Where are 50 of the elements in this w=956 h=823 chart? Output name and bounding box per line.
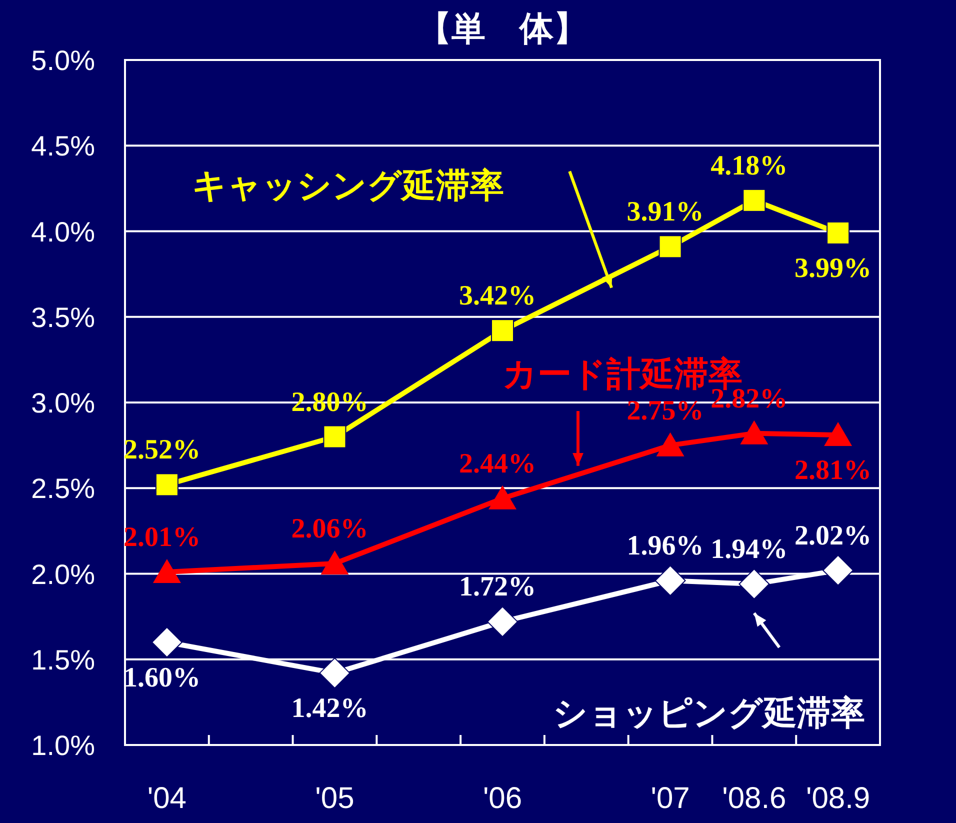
x-tick-label: '07 [650, 782, 690, 815]
point [822, 554, 854, 586]
point [491, 319, 514, 342]
point [320, 550, 349, 574]
point [319, 658, 350, 689]
x-tick-label: '04 [147, 782, 186, 815]
y-tick-label: 1.0% [31, 730, 95, 761]
point [654, 565, 686, 596]
data-label: 2.44% [459, 448, 536, 480]
point [826, 221, 850, 244]
point [487, 606, 518, 638]
data-label: 1.42% [291, 693, 368, 724]
data-label: 2.02% [794, 520, 872, 552]
data-label: 1.60% [123, 662, 200, 694]
y-tick-label: 2.0% [31, 558, 95, 590]
y-tick-label: 3.0% [31, 388, 95, 418]
y-tick-label: 1.5% [31, 644, 95, 676]
data-label: 1.72% [459, 572, 536, 603]
x-tick-label: '06 [482, 782, 522, 815]
x-tick-label: '05 [315, 782, 354, 815]
y-tick-label: 2.5% [31, 473, 95, 504]
point [488, 485, 516, 510]
data-label: 1.96% [626, 530, 704, 562]
data-label: 2.06% [291, 513, 368, 544]
text: キャッシング延滞率 [192, 167, 504, 205]
data-label: 4.18% [710, 150, 788, 182]
point [742, 188, 766, 212]
data-label: 3.99% [794, 252, 872, 284]
point [152, 559, 181, 584]
point [658, 235, 682, 258]
y-tick-label: 4.0% [31, 216, 95, 248]
x-tick-label: '08.9 [806, 782, 870, 815]
point [155, 473, 178, 496]
data-label: 2.81% [794, 455, 872, 486]
chart-title: 【単 体】 [418, 10, 588, 48]
x-tick-label: '08.6 [722, 782, 786, 815]
y-tick-label: 4.5% [31, 130, 95, 162]
text: ショッピング延滞率 [552, 694, 865, 732]
point [151, 626, 182, 658]
data-label: 2.75% [626, 395, 704, 426]
point [323, 425, 346, 448]
data-label: 3.91% [626, 196, 704, 228]
data-label: 1.94% [710, 534, 788, 566]
point [824, 422, 852, 446]
point [656, 432, 684, 456]
point [740, 420, 768, 444]
data-label: 3.42% [459, 280, 536, 312]
y-tick-label: 5.0% [31, 45, 95, 76]
y-tick-label: 3.5% [31, 302, 95, 333]
point [738, 568, 770, 600]
